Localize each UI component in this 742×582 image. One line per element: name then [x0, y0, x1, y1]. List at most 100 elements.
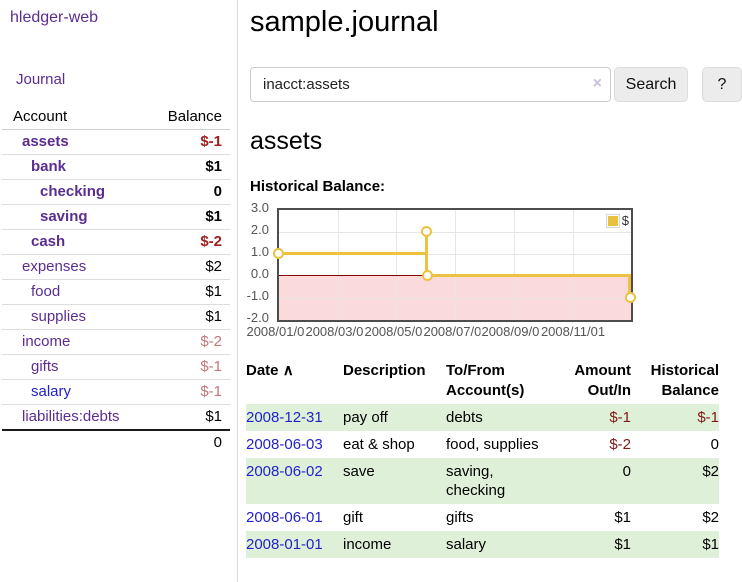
balance-column-header: Balance [151, 105, 230, 130]
account-link-food[interactable]: food [31, 283, 61, 300]
date-column-header[interactable]: Date ∧ [246, 362, 294, 379]
transaction-balance: $2 [631, 458, 719, 504]
register-row: 2008-12-31 pay off debts $-1 $-1 [246, 404, 719, 431]
account-balance: $1 [151, 279, 230, 305]
search-input[interactable] [250, 67, 611, 102]
x-tick-label: 2008/09/01 [480, 324, 548, 339]
search-form: × Search ? [250, 67, 742, 102]
tofrom-column-header: To/From Account(s) [446, 362, 525, 399]
gridline [279, 298, 631, 299]
x-tick-label: 2008/03/01 [304, 324, 372, 339]
account-link-bank[interactable]: bank [31, 158, 67, 175]
main-panel: sample.journal × Search ? assets Histori… [238, 0, 742, 582]
gridline [573, 210, 574, 320]
series-line [425, 232, 428, 277]
sidebar-item-journal[interactable]: Journal [16, 71, 66, 88]
gridline [338, 210, 339, 320]
transaction-date-link[interactable]: 2008-06-02 [246, 463, 323, 480]
account-link-saving[interactable]: saving [40, 208, 88, 225]
account-row: gifts $-1 [2, 354, 230, 380]
account-link-liabilities-debts[interactable]: liabilities:debts [22, 408, 120, 425]
transaction-balance: $2 [702, 509, 719, 526]
gridline [279, 232, 631, 233]
series-line [628, 276, 631, 299]
legend-label: $ [621, 213, 629, 228]
account-balance: $-1 [151, 354, 230, 380]
transaction-date-link[interactable]: 2008-12-31 [246, 409, 323, 426]
accounts-table: Account Balance assets $-1 bank $1 check… [2, 105, 230, 455]
series-line [279, 252, 428, 255]
x-tick-label: 2008/05/01 [363, 324, 431, 339]
transaction-date-link[interactable]: 2008-01-01 [246, 536, 323, 553]
account-row: checking 0 [2, 179, 230, 205]
x-tick-label: 2008/01/01 [245, 324, 313, 339]
account-balance: $-1 [151, 129, 230, 155]
gridline [279, 254, 631, 255]
data-point [421, 226, 432, 237]
y-tick-label: -1.0 [246, 288, 269, 303]
historical-balance-chart: 3.0 2.0 1.0 0.0 -1.0 -2.0 [245, 200, 736, 342]
account-balance: $-2 [151, 329, 230, 355]
transaction-amount: 0 [546, 458, 631, 504]
gridline [514, 210, 515, 320]
amount-column-header: Amount Out/In [574, 362, 631, 399]
transaction-amount: $-1 [546, 404, 631, 431]
transaction-description: income [343, 531, 446, 558]
transaction-amount: $-2 [609, 436, 631, 453]
accounts-total-row: 0 [2, 429, 230, 455]
account-heading: assets [250, 127, 323, 155]
account-row: supplies $1 [2, 304, 230, 330]
transaction-accounts: debts [446, 404, 546, 431]
account-link-supplies[interactable]: supplies [31, 308, 87, 325]
gridline [455, 210, 456, 320]
account-link-checking[interactable]: checking [40, 183, 106, 200]
chart-title: Historical Balance: [250, 178, 386, 195]
sort-asc-icon: ∧ [282, 362, 294, 379]
account-row: income $-2 [2, 329, 230, 355]
clear-search-icon[interactable]: × [592, 75, 602, 92]
account-link-expenses[interactable]: expenses [22, 258, 87, 275]
chart-legend: $ [605, 213, 629, 228]
register-row: 2008-06-03 eat & shop food, supplies $-2… [246, 431, 719, 458]
data-point [625, 292, 636, 303]
accounts-table-header: Account Balance [2, 105, 230, 130]
transaction-amount: $1 [614, 509, 631, 526]
transaction-date-link[interactable]: 2008-06-01 [246, 509, 323, 526]
y-tick-label: 2.0 [250, 222, 269, 237]
data-point [422, 270, 433, 281]
series-line [426, 274, 631, 277]
transaction-amount: $1 [546, 531, 631, 558]
account-balance: $1 [151, 154, 230, 180]
transaction-accounts: saving, checking [446, 458, 546, 504]
register-row: 2008-06-01 gift gifts $1 $2 [246, 504, 719, 531]
help-button[interactable]: ? [702, 67, 742, 102]
transaction-balance: $-1 [631, 404, 719, 431]
register-row: 2008-01-01 income salary $1 $1 [246, 531, 719, 558]
account-link-gifts[interactable]: gifts [31, 358, 59, 375]
account-row: saving $1 [2, 204, 230, 230]
register-row: 2008-06-02 save saving, checking 0 $2 [246, 458, 719, 504]
register-header-row: Date ∧ Description To/From Account(s) Am… [246, 361, 719, 404]
account-link-assets[interactable]: assets [22, 133, 69, 150]
brand-link[interactable]: hledger-web [10, 9, 99, 26]
account-balance: $-1 [151, 379, 230, 405]
sidebar: hledger-web Journal Account Balance asse… [0, 0, 238, 582]
account-row: bank $1 [2, 154, 230, 180]
page-title: sample.journal [250, 6, 439, 38]
transaction-date-link[interactable]: 2008-06-03 [246, 436, 323, 453]
account-balance: $1 [151, 304, 230, 330]
account-row: expenses $2 [2, 254, 230, 280]
account-link-cash[interactable]: cash [31, 233, 66, 250]
register-table: Date ∧ Description To/From Account(s) Am… [246, 361, 719, 558]
transaction-description: pay off [343, 404, 446, 431]
transaction-balance: $1 [631, 531, 719, 558]
search-button[interactable]: Search [614, 67, 688, 102]
legend-swatch-icon [605, 213, 620, 228]
account-link-income[interactable]: income [22, 333, 71, 350]
transaction-accounts: gifts [446, 509, 474, 526]
transaction-accounts: salary [446, 531, 546, 558]
accounts-grand-total: 0 [151, 429, 230, 455]
account-balance: $2 [151, 254, 230, 280]
account-link-salary[interactable]: salary [31, 383, 72, 400]
y-tick-label: 0.0 [250, 266, 269, 281]
